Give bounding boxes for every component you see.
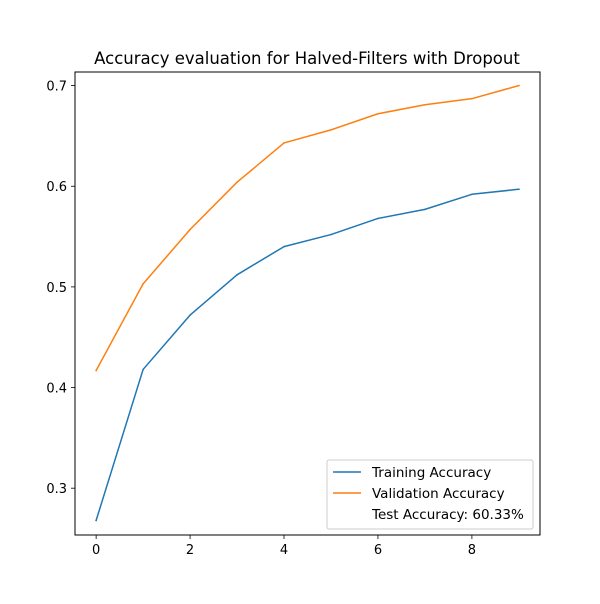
- data-point-s0-6: [377, 217, 379, 220]
- chart-title: Accuracy evaluation for Halved-Filters w…: [94, 49, 520, 68]
- y-tick-label: 0.5: [46, 281, 67, 296]
- legend-label-training: Training Accuracy: [371, 465, 491, 481]
- data-point-s0-4: [283, 245, 285, 248]
- data-point-s1-4: [283, 142, 285, 144]
- data-point-s1-7: [424, 103, 426, 106]
- data-point-s0-5: [330, 233, 332, 236]
- data-point-s1-5: [330, 129, 332, 131]
- y-axis: 0.3 0.4 0.5 0.6 0.7: [46, 80, 75, 497]
- data-point-s1-3: [236, 181, 238, 184]
- y-tick-label: 0.4: [46, 382, 67, 397]
- y-tick-label: 0.6: [46, 180, 67, 195]
- x-tick-label: 4: [280, 543, 288, 558]
- data-point-s0-9: [518, 188, 520, 191]
- legend-label-test-accuracy: Test Accuracy: 60.33%: [371, 507, 524, 523]
- legend: Training Accuracy Validation Accuracy Te…: [326, 459, 534, 530]
- data-point-s1-1: [142, 283, 144, 285]
- data-point-s0-0: [95, 519, 97, 522]
- data-point-s0-7: [424, 208, 426, 211]
- series-line-1: [95, 84, 520, 372]
- plot-lines: [95, 84, 520, 522]
- data-point-s0-3: [236, 274, 238, 276]
- series-line-0: [95, 188, 520, 522]
- data-point-s1-8: [471, 97, 473, 100]
- x-axis: 0 2 4 6 8: [92, 535, 476, 558]
- data-point-s0-2: [189, 314, 191, 316]
- y-tick-label: 0.3: [46, 482, 67, 497]
- x-tick-label: 0: [92, 543, 100, 558]
- legend-label-validation: Validation Accuracy: [372, 486, 505, 502]
- data-point-s1-2: [189, 228, 191, 231]
- data-point-s1-0: [95, 369, 97, 372]
- legend-box: [326, 459, 534, 530]
- data-point-s1-6: [377, 112, 379, 115]
- x-tick-label: 2: [186, 543, 194, 558]
- data-point-s0-1: [142, 368, 144, 371]
- x-tick-label: 8: [468, 543, 476, 558]
- x-tick-label: 6: [374, 543, 382, 558]
- y-tick-label: 0.7: [46, 80, 67, 95]
- data-point-s1-9: [518, 84, 520, 87]
- data-point-s0-8: [471, 193, 473, 196]
- axes-frame: [74, 71, 541, 536]
